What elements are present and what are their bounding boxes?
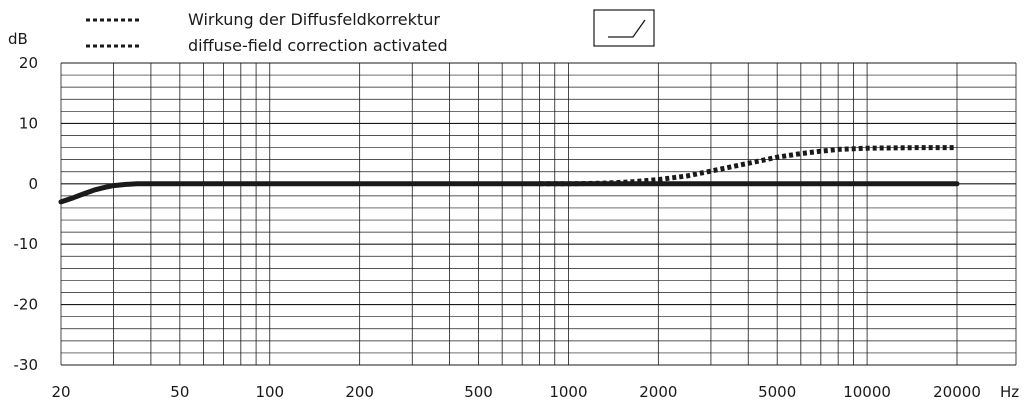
legend-label-de: Wirkung der Diffusfeldkorrektur: [188, 10, 440, 29]
tick-labels: 20 50 100 200 500 1000 2000 5000 10000 2000020100…: [8, 30, 1019, 401]
x-tick-label: 200: [345, 383, 374, 401]
y-unit-label: dB: [8, 30, 28, 48]
legend: Wirkung der Diffusfeldkorrektur diffuse-…: [86, 10, 448, 55]
y-tick-label: -20: [14, 296, 39, 314]
y-tick-label: -10: [14, 235, 39, 253]
y-tick-label: 0: [28, 175, 38, 193]
x-tick-label: 20000: [933, 383, 981, 401]
x-tick-label: 500: [464, 383, 493, 401]
y-tick-label: 10: [19, 114, 38, 132]
y-tick-label: 20: [19, 54, 38, 72]
curves: [58, 145, 960, 205]
x-tick-label: 100: [255, 383, 284, 401]
x-unit-label: Hz: [1000, 383, 1019, 401]
x-tick-label: 20: [51, 383, 70, 401]
series-response-curve: [58, 181, 960, 205]
x-tick-label: 10000: [843, 383, 891, 401]
x-tick-label: 1000: [549, 383, 587, 401]
high-shelf-icon: [593, 9, 655, 47]
grid: [60, 62, 1017, 366]
series-diffuse-field-curve: [539, 145, 957, 187]
x-tick-label: 50: [170, 383, 189, 401]
x-tick-label: 5000: [758, 383, 796, 401]
legend-label-en: diffuse-field correction activated: [188, 36, 448, 55]
x-tick-label: 2000: [639, 383, 677, 401]
y-tick-label: -30: [14, 356, 39, 374]
